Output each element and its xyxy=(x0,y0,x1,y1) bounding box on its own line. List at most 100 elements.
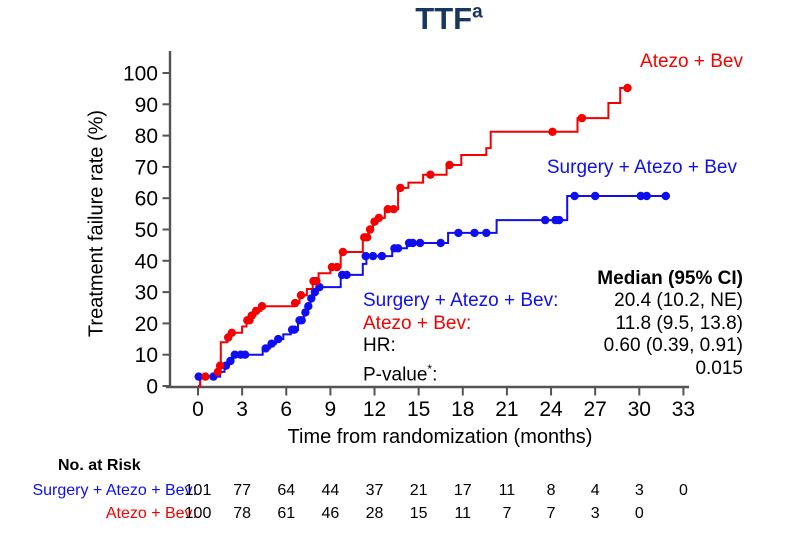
y-tick-label: 30 xyxy=(135,282,158,305)
censor-mark-surgery-atezo-bev xyxy=(342,270,351,280)
x-tick-label: 3 xyxy=(236,398,248,421)
y-tick-label: 20 xyxy=(135,313,158,336)
risk-value: 11 xyxy=(498,482,516,499)
censor-mark-atezo-bev xyxy=(365,225,375,234)
censor-mark-surgery-atezo-bev xyxy=(361,251,370,261)
censor-mark-atezo-bev xyxy=(312,276,321,286)
censor-mark-atezo-bev xyxy=(445,160,454,170)
risk-table-header: No. at Risk xyxy=(58,457,141,474)
censor-mark-surgery-atezo-bev xyxy=(636,191,645,201)
censor-mark-surgery-atezo-bev xyxy=(267,339,276,348)
risk-value: 7 xyxy=(546,505,556,522)
censor-mark-surgery-atezo-bev xyxy=(541,215,550,225)
censor-mark-surgery-atezo-bev xyxy=(274,334,283,344)
chart-title-superscript: a xyxy=(472,1,483,23)
stats-value: 11.8 (9.5, 13.8) xyxy=(615,312,743,334)
censor-mark-atezo-bev xyxy=(363,233,372,242)
risk-value: 3 xyxy=(634,482,644,499)
x-axis-title: Time from randomization (months) xyxy=(287,426,593,448)
censor-mark-surgery-atezo-bev xyxy=(230,350,239,359)
x-tick-label: 27 xyxy=(583,398,606,421)
risk-value: 37 xyxy=(365,482,384,499)
stats-row: HR: 0.60 (0.39, 0.91) xyxy=(363,335,743,357)
censor-mark-atezo-bev xyxy=(374,213,384,223)
risk-value: 44 xyxy=(321,482,340,499)
x-tick-label: 6 xyxy=(280,398,292,421)
censor-mark-atezo-bev xyxy=(296,291,306,300)
curve-label-surgery-atezo-bev: Surgery + Atezo + Bev xyxy=(546,157,737,178)
censor-mark-atezo-bev xyxy=(227,328,236,337)
censor-mark-atezo-bev xyxy=(426,170,435,179)
stats-label: HR: xyxy=(363,335,396,357)
x-tick-label: 24 xyxy=(539,398,563,421)
x-tick-label: 15 xyxy=(407,398,430,421)
censor-mark-atezo-bev xyxy=(548,127,557,136)
stats-row: Surgery + Atezo + Bev: 20.4 (10.2, NE) xyxy=(363,290,743,312)
censor-mark-atezo-bev xyxy=(332,262,342,272)
y-tick-label: 90 xyxy=(135,94,158,117)
censor-mark-surgery-atezo-bev xyxy=(554,215,564,225)
censor-mark-surgery-atezo-bev xyxy=(470,228,479,238)
y-tick-label: 60 xyxy=(135,188,158,211)
censor-mark-atezo-bev xyxy=(251,306,261,316)
y-tick-label: 10 xyxy=(135,344,158,367)
stats-label: Atezo + Bev: xyxy=(363,312,472,334)
risk-value: 17 xyxy=(453,482,472,499)
risk-value: 0 xyxy=(634,505,644,522)
censor-mark-surgery-atezo-bev xyxy=(297,316,306,325)
risk-value: 77 xyxy=(233,482,252,499)
censor-mark-surgery-atezo-bev xyxy=(377,251,387,261)
stats-value: 0.015 xyxy=(695,357,743,379)
y-tick-label: 80 xyxy=(135,125,158,148)
censor-mark-surgery-atezo-bev xyxy=(436,238,445,248)
censor-mark-atezo-bev xyxy=(290,298,300,308)
censor-mark-atezo-bev xyxy=(383,205,392,214)
risk-row-label: Surgery + Atezo + Bev: xyxy=(32,482,197,499)
stats-panel: Median (95% CI) Surgery + Atezo + Bev: 20… xyxy=(363,268,743,386)
stats-label: Surgery + Atezo + Bev: xyxy=(363,290,559,312)
censor-mark-atezo-bev xyxy=(623,83,632,93)
x-tick-label: 12 xyxy=(363,398,386,421)
risk-value: 7 xyxy=(502,505,512,522)
stats-rows: Surgery + Atezo + Bev: 20.4 (10.2, NE) Ate… xyxy=(363,290,743,386)
censor-mark-atezo-bev xyxy=(577,113,587,123)
y-tick-label: 40 xyxy=(135,250,158,273)
y-tick-label: 0 xyxy=(146,376,158,399)
curve-label-atezo-bev: Atezo + Bev xyxy=(640,51,743,72)
stats-row: P-value*: 0.015 xyxy=(363,358,743,387)
stats-header: Median (95% CI) xyxy=(597,268,743,289)
y-tick-label: 100 xyxy=(123,63,158,86)
censor-mark-surgery-atezo-bev xyxy=(393,244,403,253)
risk-value: 46 xyxy=(321,505,340,522)
risk-value: 4 xyxy=(590,482,600,499)
chart-title-text: TTF xyxy=(415,1,473,36)
y-tick-label: 70 xyxy=(135,156,158,179)
censor-mark-surgery-atezo-bev xyxy=(307,294,316,303)
x-tick-label: 9 xyxy=(325,398,337,421)
risk-value: 64 xyxy=(277,482,296,499)
censor-mark-atezo-bev xyxy=(389,205,398,214)
stats-row: Atezo + Bev: 11.8 (9.5, 13.8) xyxy=(363,313,743,335)
risk-row-label: Atezo + Bev: xyxy=(105,505,197,522)
chart-title: TTFa xyxy=(415,1,482,37)
censor-mark-surgery-atezo-bev xyxy=(415,238,425,248)
censor-mark-surgery-atezo-bev xyxy=(570,191,579,201)
censor-mark-atezo-bev xyxy=(257,302,267,311)
censor-mark-surgery-atezo-bev xyxy=(226,356,235,366)
risk-value: 78 xyxy=(233,505,252,522)
stats-value: 20.4 (10.2, NE) xyxy=(614,290,743,312)
risk-value: 8 xyxy=(546,482,556,499)
risk-value: 0 xyxy=(678,482,688,499)
censor-mark-atezo-bev xyxy=(215,361,225,370)
censor-mark-atezo-bev xyxy=(338,247,348,257)
risk-value: 100 xyxy=(184,505,212,522)
censor-mark-surgery-atezo-bev xyxy=(194,372,203,381)
censor-mark-surgery-atezo-bev xyxy=(482,228,491,238)
censor-mark-surgery-atezo-bev xyxy=(304,302,313,311)
risk-value: 15 xyxy=(409,505,428,522)
x-tick-label: 33 xyxy=(672,398,695,421)
risk-value: 11 xyxy=(454,505,472,522)
censor-mark-surgery-atezo-bev xyxy=(240,350,250,359)
